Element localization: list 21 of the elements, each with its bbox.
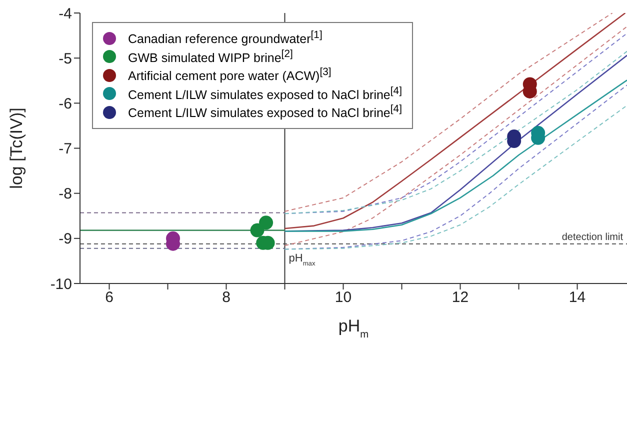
x-tick-label: 8 xyxy=(222,289,230,306)
y-tick-label: -9 xyxy=(58,230,72,248)
x-tick-label: 6 xyxy=(105,289,114,306)
ref-line-label: detection limit xyxy=(562,232,624,243)
legend-label: Cement L/ILW simulates exposed to NaCl brine$^{[4]}$ xyxy=(128,104,402,120)
legend-label: Artificial cement pore water (ACW)$^{[3]}$ xyxy=(128,67,332,84)
y-tick-label: -6 xyxy=(58,95,72,112)
legend-label: GWB simulated WIPP brine$^{[2]}$ xyxy=(128,48,293,65)
legend-label: Cement L/ILW simulates exposed to NaCl brine$^{[4]}$ xyxy=(128,86,402,102)
legend-label: Canadian reference groundwater$^{[1]}$ xyxy=(128,30,322,46)
x-tick-label: 10 xyxy=(334,289,352,306)
ref-line-label: pH$_{max}$ xyxy=(288,252,316,267)
y-tick-label: -7 xyxy=(58,140,72,158)
y-tick-label: -10 xyxy=(50,276,72,293)
y-axis-title: log [Tc(IV)] xyxy=(7,108,26,189)
x-tick-label: 12 xyxy=(452,289,469,306)
x-axis-title: pH$_{m}$ xyxy=(338,316,369,340)
y-tick-label: -5 xyxy=(58,50,72,68)
y-tick-label: -4 xyxy=(58,5,72,22)
y-tick-label: -8 xyxy=(58,186,72,203)
x-tick-label: 14 xyxy=(568,289,586,306)
